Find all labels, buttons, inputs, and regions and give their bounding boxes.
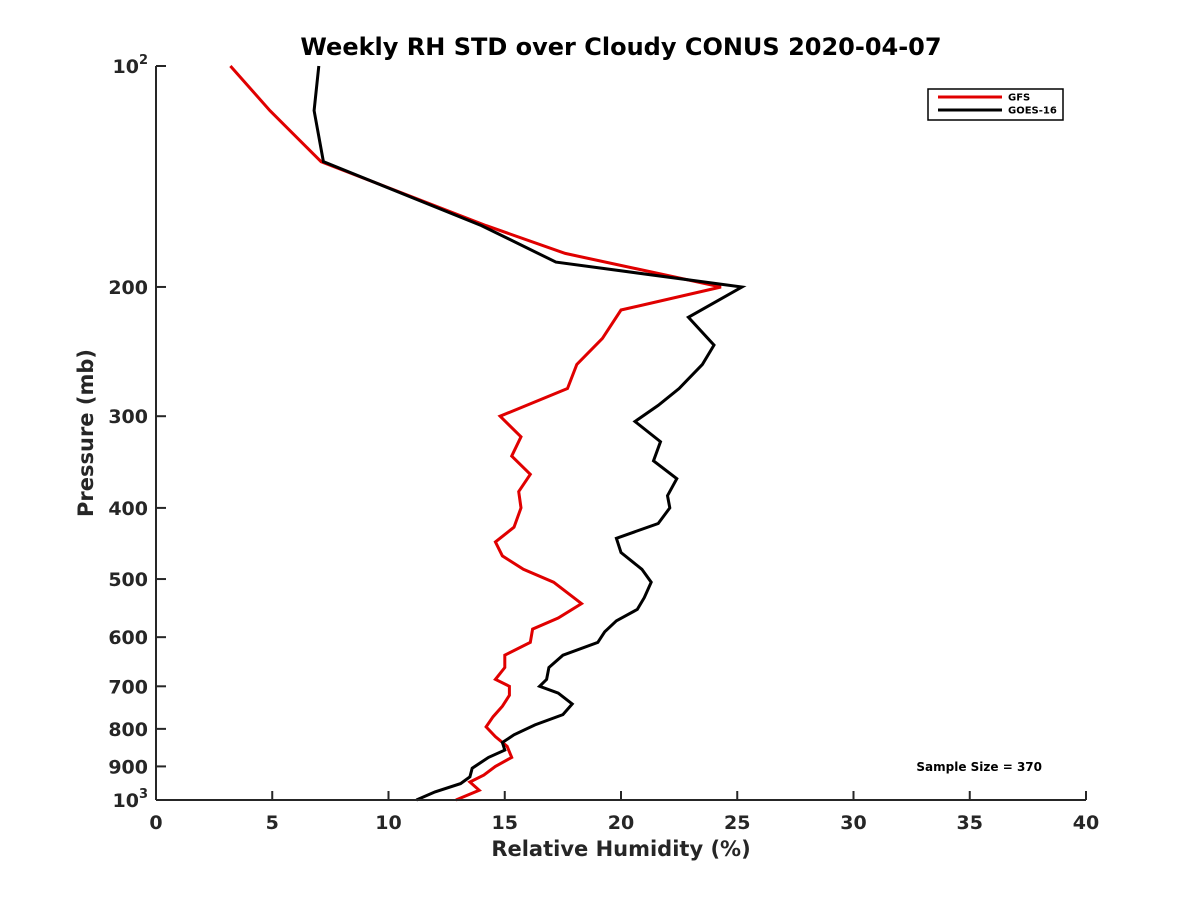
x-tick-label: 15: [492, 812, 518, 834]
y-tick-label: 300: [108, 406, 148, 428]
chart-title: Weekly RH STD over Cloudy CONUS 2020-04-…: [300, 33, 941, 61]
y-tick-label: 800: [108, 719, 148, 741]
y-tick-label: 102: [113, 53, 149, 78]
y-tick-label: 400: [108, 498, 148, 520]
y-tick-label: 600: [108, 627, 148, 649]
legend: GFS GOES-16: [927, 88, 1064, 121]
series-line-gfs: [229, 65, 722, 802]
y-tick-label: 200: [108, 277, 148, 299]
y-axis-label: Pressure (mb): [74, 349, 98, 517]
x-tick-label: 20: [608, 812, 634, 834]
axes-layer: 0 5 10 15 20 25 30 35 40 102 200 300 400 500 600 700 800…: [108, 53, 1099, 834]
x-tick-label: 30: [840, 812, 866, 834]
x-tick-label: 5: [266, 812, 279, 834]
y-tick-label: 900: [108, 756, 148, 778]
y-tick-label: 700: [108, 676, 148, 698]
x-axis-label: Relative Humidity (%): [491, 837, 750, 861]
series-line-goes-16: [312, 65, 747, 802]
y-tick-label: 103: [113, 787, 149, 812]
y-tick-label: 500: [108, 569, 148, 591]
x-tick-label: 40: [1073, 812, 1099, 834]
legend-entry-label: GOES-16: [1008, 106, 1057, 117]
x-tick-label: 35: [957, 812, 983, 834]
legend-box: [927, 88, 1064, 121]
x-tick-label: 0: [149, 812, 162, 834]
x-tick-label: 25: [724, 812, 750, 834]
x-tick-label: 10: [375, 812, 401, 834]
legend-entry-label: GFS: [1008, 93, 1030, 104]
series-lines-layer: [229, 65, 747, 802]
sample-size-annotation: Sample Size = 370: [916, 760, 1042, 774]
